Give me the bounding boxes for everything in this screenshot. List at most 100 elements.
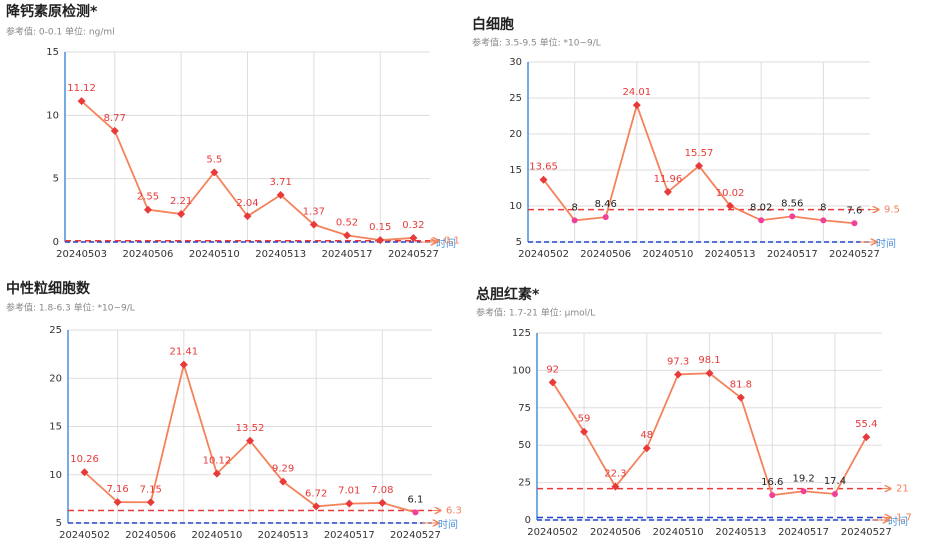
value-label: 7.6 (847, 205, 863, 216)
chart-title: 总胆红素* (476, 286, 540, 303)
value-label: 5.5 (206, 154, 222, 165)
value-label: 21.41 (169, 347, 198, 358)
point-marker (412, 509, 419, 516)
value-label: 8.56 (781, 198, 803, 209)
value-label: 13.52 (236, 423, 265, 434)
value-label: 59 (578, 414, 591, 425)
x-tick-label: 20240513 (715, 527, 766, 538)
value-label: 0.15 (369, 222, 391, 233)
y-tick-label: 25 (518, 478, 531, 489)
point-marker (674, 370, 683, 379)
point-marker (705, 369, 714, 378)
point-marker (246, 436, 254, 445)
x-tick-label: 20240513 (255, 249, 306, 260)
value-label: 10.26 (70, 454, 99, 465)
y-tick-label: 15 (49, 422, 62, 433)
x-tick-label: 20240502 (518, 249, 569, 260)
value-label: 1.37 (303, 207, 325, 218)
point-marker (378, 498, 387, 507)
chart-title: 白细胞 (472, 16, 514, 33)
value-label: 19.2 (792, 473, 814, 484)
value-label: 92 (546, 364, 559, 375)
value-label: 8.46 (595, 199, 617, 210)
y-tick-label: 0 (525, 515, 531, 526)
value-label: 8.77 (104, 113, 126, 124)
value-label: 2.55 (137, 192, 159, 203)
point-marker (548, 378, 557, 387)
value-label: 8 (820, 202, 826, 213)
point-marker (769, 492, 776, 499)
y-tick-label: 5 (56, 518, 62, 529)
y-tick-label: 0 (53, 237, 59, 248)
y-tick-label: 5 (53, 174, 59, 185)
y-tick-label: 50 (518, 440, 531, 451)
point-marker (831, 490, 838, 497)
value-label: 3.71 (270, 177, 292, 188)
x-tick-label: 20240502 (527, 527, 578, 538)
value-label: 17.4 (824, 476, 846, 487)
x-tick-label: 20240517 (767, 249, 818, 260)
point-marker (80, 468, 89, 477)
y-tick-label: 15 (46, 47, 59, 58)
point-marker (279, 477, 288, 486)
point-marker (611, 482, 620, 491)
value-label: 10.12 (203, 456, 232, 467)
value-label: 11.12 (67, 83, 96, 94)
point-marker (179, 360, 188, 369)
y-tick-label: 10 (46, 110, 59, 121)
x-tick-label: 20240510 (191, 530, 242, 541)
value-label: 22.3 (604, 469, 626, 480)
value-label: 15.57 (685, 148, 714, 159)
x-tick-label: 20240527 (829, 249, 880, 260)
value-label: 13.65 (529, 162, 558, 173)
point-marker (695, 161, 703, 170)
reference-label: 6.3 (446, 505, 462, 516)
value-label: 7.01 (338, 486, 360, 497)
point-marker (539, 175, 548, 184)
x-tick-label: 20240513 (705, 249, 756, 260)
x-tick-label: 20240506 (580, 249, 631, 260)
value-label: 7.08 (371, 485, 393, 496)
reference-label: 1.7 (896, 512, 912, 523)
x-tick-label: 20240527 (841, 527, 892, 538)
y-tick-label: 100 (512, 365, 531, 376)
value-label: 6.72 (305, 488, 327, 499)
x-axis-label: 时间 (876, 237, 896, 250)
point-marker (77, 97, 86, 106)
reference-label: 9.5 (884, 205, 900, 216)
y-tick-label: 10 (509, 201, 522, 212)
y-tick-label: 125 (512, 328, 531, 339)
x-tick-label: 20240506 (125, 530, 176, 541)
point-marker (571, 217, 578, 224)
point-marker (345, 499, 354, 508)
y-tick-label: 15 (509, 165, 522, 176)
y-tick-label: 20 (509, 129, 522, 140)
chart-subtitle: 参考值: 3.5-9.5 单位: *10~9/L (472, 37, 601, 49)
point-marker (726, 201, 735, 210)
x-tick-label: 20240510 (189, 249, 240, 260)
point-marker (642, 444, 651, 453)
x-tick-label: 20240517 (322, 249, 373, 260)
point-marker (212, 469, 221, 478)
x-tick-label: 20240502 (59, 530, 110, 541)
value-label: 2.04 (236, 198, 258, 209)
point-marker (309, 220, 318, 229)
point-marker (602, 214, 609, 221)
value-label: 9.29 (272, 464, 294, 475)
point-marker (663, 187, 672, 196)
point-marker (862, 433, 871, 442)
value-label: 0.52 (336, 217, 358, 228)
x-tick-label: 20240506 (123, 249, 174, 260)
y-tick-label: 25 (49, 325, 62, 336)
x-tick-label: 20240513 (258, 530, 309, 541)
x-axis-label: 时间 (438, 518, 458, 531)
value-label: 97.3 (667, 356, 689, 367)
chart-title: 降钙素原检测* (6, 3, 98, 20)
point-marker (851, 220, 858, 227)
value-label: 2.21 (170, 196, 192, 207)
chart-subtitle: 参考值: 0-0.1 单位: ng/ml (6, 26, 115, 38)
value-label: 0.32 (402, 220, 424, 231)
reference-label: 0.1 (444, 236, 460, 247)
point-marker (580, 427, 589, 436)
